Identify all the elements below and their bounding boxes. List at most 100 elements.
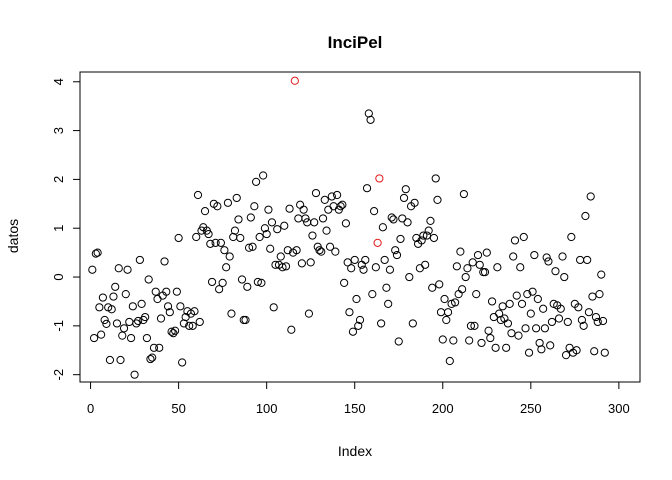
- data-point: [118, 331, 127, 340]
- data-point: [153, 294, 162, 304]
- data-point: [174, 233, 183, 243]
- data-point: [215, 285, 224, 294]
- data-point: [239, 315, 248, 325]
- data-point: [109, 292, 118, 301]
- data-point: [241, 315, 250, 325]
- data-point: [442, 315, 451, 325]
- data-point: [598, 316, 608, 326]
- data-point: [114, 264, 123, 273]
- data-point: [512, 291, 521, 300]
- data-point: [151, 287, 160, 296]
- data-point: [176, 302, 185, 311]
- data-point: [516, 263, 525, 272]
- data-point: [577, 315, 586, 325]
- data-point: [306, 258, 315, 267]
- data-point: [269, 303, 278, 312]
- y-tick-label: -1: [51, 320, 66, 332]
- data-point: [408, 319, 417, 328]
- data-point: [486, 333, 495, 343]
- data-point: [281, 262, 291, 271]
- data-point: [391, 246, 400, 255]
- data-point: [119, 324, 129, 333]
- data-point: [112, 319, 122, 328]
- data-point: [532, 324, 541, 333]
- data-point: [257, 278, 266, 287]
- data-point: [195, 317, 204, 327]
- data-point: [419, 231, 428, 240]
- data-point: [581, 211, 590, 221]
- data-point: [336, 202, 345, 211]
- data-point: [141, 312, 150, 322]
- x-tick-label: 0: [87, 401, 94, 416]
- data-point: [192, 232, 201, 242]
- data-point: [528, 287, 537, 296]
- data-point: [539, 304, 548, 313]
- data-point: [422, 231, 432, 240]
- y-axis: -2 -1 0 1 2 3 4: [51, 78, 81, 380]
- data-point: [556, 304, 565, 313]
- outlier-point: [375, 174, 384, 183]
- data-point: [509, 252, 518, 261]
- data-point: [466, 321, 476, 330]
- data-point: [329, 202, 338, 211]
- outlier-point: [373, 238, 382, 247]
- data-point: [273, 225, 282, 234]
- data-point: [443, 308, 453, 317]
- data-point: [148, 353, 157, 362]
- data-point: [415, 264, 424, 273]
- data-point: [266, 244, 275, 253]
- chart-title: InciPel: [328, 33, 383, 52]
- data-point: [546, 341, 555, 350]
- data-point: [567, 232, 576, 242]
- data-point: [387, 213, 396, 222]
- data-point: [530, 250, 539, 260]
- data-point: [542, 253, 551, 262]
- y-tick-label: 4: [51, 78, 66, 85]
- data-point: [537, 345, 546, 354]
- data-point: [549, 299, 558, 308]
- data-point: [514, 331, 523, 340]
- data-point: [435, 280, 444, 289]
- data-point: [343, 258, 352, 267]
- data-point: [576, 255, 585, 265]
- data-point: [361, 255, 370, 265]
- data-point: [207, 277, 217, 287]
- data-point: [385, 265, 395, 274]
- data-point: [116, 355, 125, 365]
- data-point: [412, 233, 421, 243]
- data-point: [398, 214, 407, 223]
- data-point: [338, 200, 347, 209]
- data-point: [394, 337, 403, 346]
- data-point: [230, 226, 240, 235]
- data-point: [590, 347, 599, 356]
- data-point: [243, 282, 252, 291]
- data-point: [327, 192, 336, 201]
- data-point: [401, 185, 410, 194]
- x-tick-label: 100: [256, 401, 278, 416]
- data-point: [417, 236, 426, 245]
- data-point: [255, 232, 264, 242]
- data-point: [584, 308, 594, 317]
- data-point: [126, 333, 136, 343]
- data-point: [468, 258, 477, 267]
- data-point: [325, 242, 335, 251]
- data-point: [510, 236, 520, 245]
- data-point: [591, 312, 601, 322]
- data-point: [498, 302, 507, 311]
- data-point: [354, 321, 363, 330]
- data-point: [271, 260, 280, 269]
- data-point: [523, 290, 532, 299]
- data-point: [454, 290, 463, 299]
- data-point: [317, 247, 326, 256]
- data-point: [482, 248, 491, 257]
- data-point: [477, 338, 486, 348]
- data-point: [574, 303, 583, 312]
- data-point: [105, 355, 115, 365]
- data-point: [502, 343, 511, 352]
- data-point: [234, 215, 243, 224]
- data-point: [193, 190, 203, 200]
- data-point: [496, 315, 505, 325]
- data-point: [597, 270, 606, 279]
- data-point: [222, 263, 231, 272]
